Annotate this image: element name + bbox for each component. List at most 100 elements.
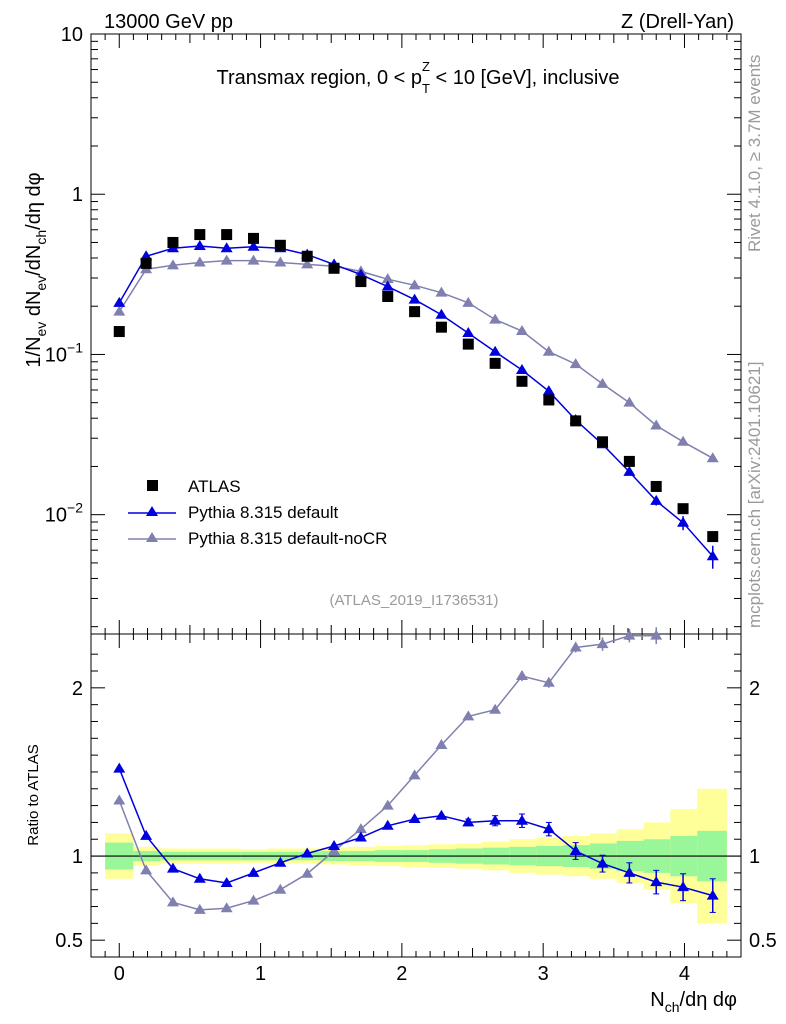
- analysis-watermark: (ATLAS_2019_I1736531): [329, 592, 498, 609]
- ratio-point-default: [569, 845, 582, 856]
- point-default: [381, 280, 394, 291]
- header-right: Z (Drell-Yan): [621, 11, 734, 33]
- point-atlas: [707, 531, 719, 543]
- legend-label-nocr: Pythia 8.315 default-noCR: [188, 529, 387, 548]
- ratio-point-default: [408, 813, 421, 824]
- series-line-nocr: [118, 259, 714, 459]
- point-nocr: [166, 259, 179, 270]
- point-nocr: [569, 358, 582, 369]
- ratio-point-nocr: [113, 794, 126, 805]
- title-sub: T: [422, 81, 430, 96]
- ratio-ytick-label-right: 1: [749, 846, 760, 868]
- point-default: [193, 240, 206, 251]
- point-default: [515, 363, 528, 374]
- ratio-point-default: [623, 866, 636, 877]
- header-left: 13000 GeV pp: [104, 11, 233, 33]
- ratio-point-nocr: [193, 903, 206, 914]
- point-default: [247, 240, 260, 251]
- main-ytick-exp: −1: [67, 339, 83, 355]
- point-default: [650, 494, 663, 505]
- xlabel: Nch/dη dφ: [650, 989, 737, 1015]
- legend-label-default: Pythia 8.315 default: [188, 503, 339, 522]
- ratio-series-layer: [113, 627, 719, 914]
- main-series-layer: [113, 229, 719, 569]
- point-default: [542, 385, 555, 396]
- ratio-xtick-label: 3: [538, 963, 549, 985]
- point-atlas: [409, 306, 421, 318]
- ratio-point-default: [677, 881, 690, 892]
- ratio-point-nocr: [462, 710, 475, 721]
- point-atlas: [301, 250, 313, 262]
- point-atlas: [543, 394, 555, 406]
- ratio-ytick-label: 0.5: [55, 930, 83, 952]
- point-nocr: [489, 313, 502, 324]
- point-atlas: [382, 290, 394, 302]
- ratio-frame: [90, 633, 742, 958]
- point-default: [435, 308, 448, 319]
- point-atlas: [650, 480, 662, 492]
- ratio-point-nocr: [274, 883, 287, 894]
- ratio-point-nocr: [596, 638, 609, 649]
- ratio-point-nocr: [515, 670, 528, 681]
- main-ylabel: 1/Nev dNev/dNch/dη dφ: [23, 172, 49, 367]
- ratio-point-default: [542, 823, 555, 834]
- point-nocr: [650, 419, 663, 430]
- point-atlas: [140, 257, 152, 269]
- point-nocr: [193, 256, 206, 267]
- ratio-point-nocr: [220, 902, 233, 913]
- ratio-ytick-label-right: 0.5: [749, 930, 777, 952]
- ratio-point-default: [113, 762, 126, 773]
- ratio-point-default: [354, 831, 367, 842]
- ratio-xtick-label: 4: [679, 963, 690, 985]
- ratio-point-nocr: [381, 799, 394, 810]
- point-atlas: [248, 232, 259, 244]
- point-atlas: [274, 239, 286, 251]
- legend-label-atlas: ATLAS: [188, 477, 241, 496]
- point-atlas: [462, 338, 474, 350]
- point-default: [706, 550, 719, 561]
- ratio-point-default: [489, 814, 502, 825]
- ratio-point-nocr: [140, 864, 153, 875]
- main-ytick-base: 10: [45, 344, 67, 366]
- point-atlas: [194, 229, 206, 241]
- ratio-point-nocr: [301, 867, 314, 878]
- ratio-point-default: [515, 814, 528, 825]
- point-atlas: [328, 262, 340, 274]
- point-default: [489, 345, 502, 356]
- point-nocr: [542, 345, 555, 356]
- point-atlas: [113, 326, 125, 338]
- ratio-point-nocr: [623, 629, 636, 640]
- point-nocr: [247, 254, 260, 265]
- ratio-ytick-label-right: 2: [749, 678, 760, 700]
- ratio-point-nocr: [247, 894, 260, 905]
- chart-title: Transmax region, 0 < pTZ < 10 [GeV], inc…: [217, 59, 620, 96]
- main-ytick-label: 1: [72, 184, 83, 206]
- main-ytick-label: 10−1: [45, 339, 83, 366]
- ratio-point-nocr: [569, 641, 582, 652]
- ratio-point-default: [193, 872, 206, 883]
- ratio-point-nocr: [489, 703, 502, 714]
- point-atlas: [516, 375, 528, 387]
- ratio-point-default: [706, 889, 719, 900]
- main-ytick-exp: −2: [67, 500, 83, 516]
- ratio-point-default: [247, 866, 260, 877]
- mcplots-label: mcplots.cern.ch [arXiv:2401.10621]: [745, 362, 764, 628]
- legend-marker-atlas: [147, 480, 158, 491]
- point-nocr: [677, 435, 690, 446]
- point-default: [462, 327, 475, 338]
- point-atlas: [221, 229, 233, 241]
- title-post: < 10 [GeV], inclusive: [430, 67, 620, 89]
- ratio-point-default: [274, 856, 287, 867]
- ratio-point-default: [435, 809, 448, 820]
- ratio-point-default: [140, 829, 153, 840]
- main-ytick-base: 10: [45, 505, 67, 527]
- title-pre: Transmax region, 0 < p: [217, 67, 422, 89]
- ratio-axes: 0.5 0.5 1 1 2 2 0 1 2 3 4: [55, 633, 777, 985]
- point-nocr: [515, 325, 528, 336]
- ratio-point-nocr: [328, 845, 341, 856]
- ratio-point-nocr: [542, 676, 555, 687]
- legend-marker-default: [146, 506, 158, 516]
- ratio-point-nocr: [354, 823, 367, 834]
